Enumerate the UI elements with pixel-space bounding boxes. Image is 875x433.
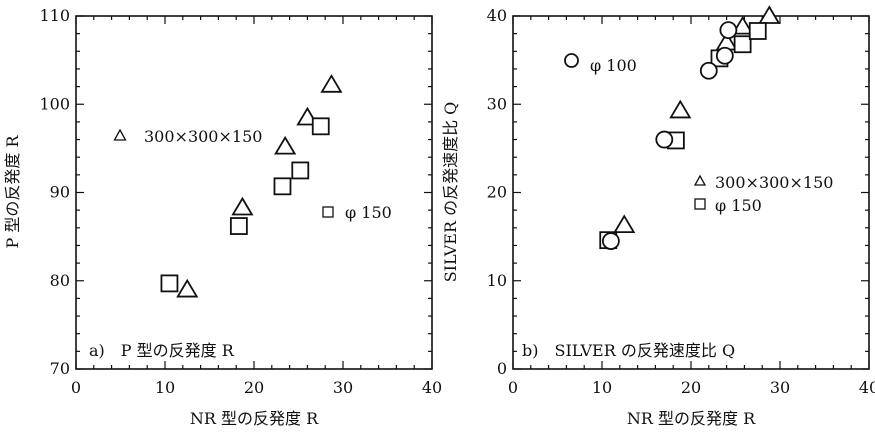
triangle-data-point <box>613 214 636 234</box>
square-data-point <box>748 22 767 40</box>
square-data-point <box>229 217 248 235</box>
triangle-data-point <box>320 74 343 93</box>
square-data-point <box>273 177 292 196</box>
y-tick-label: 0 <box>497 359 507 378</box>
x-tick-label: 10 <box>592 378 612 397</box>
y-tick-label: 80 <box>50 271 70 290</box>
circle-data-point <box>719 21 738 40</box>
y-tick-label: 30 <box>487 94 507 113</box>
circle-data-point <box>715 46 734 65</box>
square-data-point <box>291 161 310 180</box>
square-data-point <box>160 274 179 293</box>
y-tick-label: 70 <box>50 359 70 378</box>
y-tick-label: 110 <box>39 6 70 25</box>
x-tick-label: 0 <box>71 378 81 397</box>
triangle-data-point <box>669 99 692 119</box>
panel-b-plot-frame <box>512 15 870 370</box>
triangle-data-point <box>231 196 254 216</box>
panel-a-ticks <box>75 15 433 370</box>
square-data-point <box>733 35 752 54</box>
panel-a-legend-triangle-label: 300×300×150 <box>144 127 262 146</box>
panel-b-data-points <box>599 5 781 250</box>
panel-b-legend-square-marker <box>694 198 706 210</box>
x-tick-label: 30 <box>333 378 353 397</box>
panel-b-legend-triangle-marker <box>693 174 707 186</box>
panel-a-tick-labels: 0 10 20 30 40 70 80 90 100 110 <box>39 6 442 397</box>
x-tick-label: 30 <box>770 378 790 397</box>
y-tick-label: 10 <box>487 271 507 290</box>
circle-data-point <box>699 61 718 80</box>
panel-a: 0 10 20 30 40 70 80 90 100 110 NR 型の反発度 R P 型の反発度… <box>3 6 442 428</box>
panel-b-legend-triangle-label: 300×300×150 <box>715 173 833 192</box>
panel-b-legend-circle-marker <box>564 53 579 68</box>
y-tick-label: 100 <box>39 94 70 113</box>
triangle-data-point <box>176 278 199 298</box>
square-data-point <box>311 117 330 136</box>
panel-a-legend-square-label: φ 150 <box>345 203 392 222</box>
panel-a-y-axis-title: P 型の反発度 R <box>3 135 22 249</box>
panel-b-ticks <box>512 15 870 370</box>
triangle-data-point <box>274 135 297 155</box>
y-tick-label: 20 <box>487 183 507 202</box>
triangle-data-point <box>758 5 781 24</box>
x-tick-label: 20 <box>244 378 264 397</box>
y-tick-label: 40 <box>487 6 507 25</box>
x-tick-label: 40 <box>859 378 875 397</box>
x-tick-label: 40 <box>422 378 442 397</box>
panel-a-x-axis-title: NR 型の反発度 R <box>190 409 319 428</box>
x-tick-label: 0 <box>508 378 518 397</box>
circle-data-point <box>602 232 620 250</box>
panel-b-legend: φ 100 300×300×150 φ 150 <box>564 53 833 215</box>
triangle-data-point <box>731 15 754 35</box>
panel-a-plot-frame <box>75 15 433 370</box>
panel-b-legend-square-label: φ 150 <box>715 196 762 215</box>
panel-b-x-axis-title: NR 型の反発度 R <box>627 409 756 428</box>
panel-a-panel-label: a) P 型の反発度 R <box>89 341 235 360</box>
x-tick-label: 20 <box>681 378 701 397</box>
y-tick-label: 90 <box>50 183 70 202</box>
x-tick-label: 10 <box>155 378 175 397</box>
panel-a-legend-triangle-marker <box>113 128 127 141</box>
panel-b-panel-label: b) SILVER の反発速度比 Q <box>522 341 735 360</box>
panel-a-legend: 300×300×150 φ 150 <box>113 127 392 222</box>
panel-a-legend-square-marker <box>322 206 334 218</box>
panel-a-data-points <box>160 74 343 298</box>
panel-b-tick-labels: 0 10 20 30 40 0 10 20 30 40 <box>487 6 875 397</box>
panel-b: 0 10 20 30 40 0 10 20 30 40 NR 型の反発度 R SILVER の反発… <box>441 5 875 428</box>
circle-data-point <box>655 130 674 149</box>
panel-b-legend-circle-label: φ 100 <box>590 56 637 75</box>
panel-b-y-axis-title: SILVER の反発速度比 Q <box>441 102 460 283</box>
